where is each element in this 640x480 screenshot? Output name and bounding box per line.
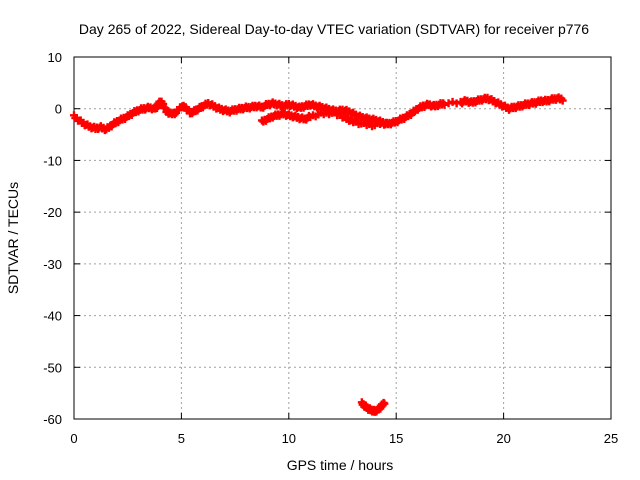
y-tick-label: -20 (43, 205, 62, 220)
y-axis-label: SDTVAR / TECUs (5, 182, 21, 294)
data-point (448, 97, 457, 106)
data-point (381, 118, 390, 127)
y-tick-label: 0 (55, 102, 62, 117)
series-group (70, 93, 567, 135)
y-tick-label: -60 (43, 412, 62, 427)
chart-title: Day 265 of 2022, Sidereal Day-to-day VTE… (79, 21, 589, 37)
y-tick-label: -50 (43, 360, 62, 375)
data-point (170, 110, 179, 119)
plot-frame (73, 56, 612, 420)
x-tick-label: 25 (604, 431, 618, 446)
x-tick-label: 0 (70, 431, 77, 446)
y-tick-labels: 10 0 -10 -20 -30 -40 -50 -60 (43, 50, 62, 427)
data-points (70, 93, 567, 416)
y-tick-label: -10 (43, 153, 62, 168)
data-point (380, 399, 389, 408)
y-tick-label: 10 (48, 50, 62, 65)
y-tick-label: -40 (43, 309, 62, 324)
series-group (257, 108, 390, 131)
data-point (444, 99, 453, 108)
x-axis-label: GPS time / hours (287, 457, 394, 473)
x-tick-labels: 0 5 10 15 20 25 (70, 431, 618, 446)
y-tick-label: -30 (43, 257, 62, 272)
x-tick-label: 10 (282, 431, 296, 446)
data-point (558, 96, 567, 105)
x-tick-label: 15 (389, 431, 403, 446)
series-group (357, 398, 389, 416)
x-tick-label: 5 (178, 431, 185, 446)
x-tick-label: 20 (496, 431, 510, 446)
axis-ticks (73, 56, 612, 420)
data-point (440, 100, 449, 109)
